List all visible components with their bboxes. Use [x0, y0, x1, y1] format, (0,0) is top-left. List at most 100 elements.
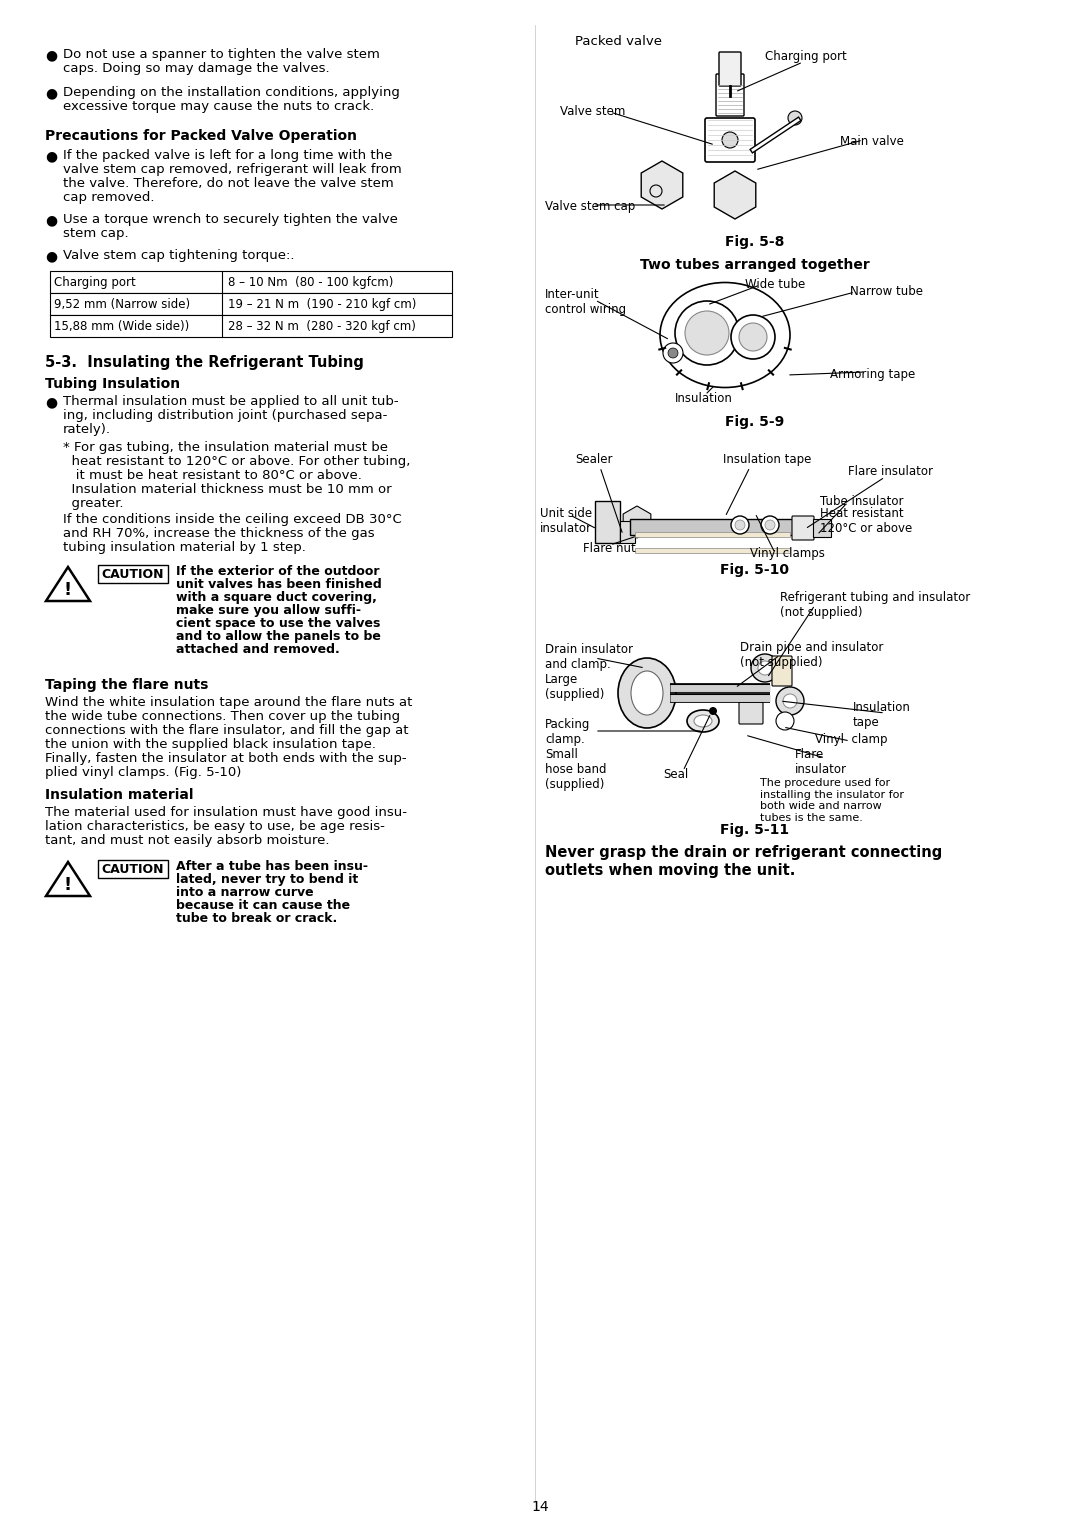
Circle shape: [765, 520, 775, 530]
FancyBboxPatch shape: [772, 656, 792, 686]
Text: Insulation
tape: Insulation tape: [853, 701, 910, 729]
Ellipse shape: [660, 283, 789, 388]
Bar: [813, 520, 831, 536]
Ellipse shape: [631, 671, 663, 715]
FancyBboxPatch shape: [719, 52, 741, 86]
Text: CAUTION: CAUTION: [102, 863, 164, 876]
Text: Sealer: Sealer: [575, 452, 612, 466]
Text: After a tube has been insu-: After a tube has been insu-: [176, 860, 368, 872]
Text: the union with the supplied black insulation tape.: the union with the supplied black insula…: [45, 738, 376, 750]
Text: greater.: greater.: [63, 497, 123, 510]
Circle shape: [723, 131, 738, 148]
Text: If the exterior of the outdoor: If the exterior of the outdoor: [176, 565, 379, 578]
Text: Vinyl  clamp: Vinyl clamp: [815, 733, 888, 746]
Text: Insulation material: Insulation material: [45, 788, 193, 802]
Text: make sure you allow suffi-: make sure you allow suffi-: [176, 604, 361, 617]
Ellipse shape: [687, 711, 719, 732]
Circle shape: [685, 312, 729, 354]
Text: excessive torque may cause the nuts to crack.: excessive torque may cause the nuts to c…: [63, 99, 375, 113]
Text: Thermal insulation must be applied to all unit tub-: Thermal insulation must be applied to al…: [63, 396, 399, 408]
Circle shape: [783, 694, 797, 707]
Text: ing, including distribution joint (purchased sepa-: ing, including distribution joint (purch…: [63, 410, 388, 422]
Text: the wide tube connections. Then cover up the tubing: the wide tube connections. Then cover up…: [45, 711, 400, 723]
Text: tube to break or crack.: tube to break or crack.: [176, 912, 337, 924]
Text: outlets when moving the unit.: outlets when moving the unit.: [545, 863, 795, 879]
Text: CAUTION: CAUTION: [102, 568, 164, 581]
Text: ●: ●: [45, 396, 57, 410]
Polygon shape: [714, 171, 756, 219]
Text: stem cap.: stem cap.: [63, 228, 129, 240]
Text: cap removed.: cap removed.: [63, 191, 154, 205]
Text: Precautions for Packed Valve Operation: Precautions for Packed Valve Operation: [45, 128, 357, 144]
Text: 8 – 10 Nm  (80 - 100 kgfcm): 8 – 10 Nm (80 - 100 kgfcm): [228, 277, 393, 289]
Text: Seal: Seal: [663, 769, 688, 781]
Text: valve stem cap removed, refrigerant will leak from: valve stem cap removed, refrigerant will…: [63, 163, 402, 176]
Bar: [635, 532, 789, 536]
Text: 19 – 21 N m  (190 - 210 kgf cm): 19 – 21 N m (190 - 210 kgf cm): [228, 298, 417, 312]
Text: Use a torque wrench to securely tighten the valve: Use a torque wrench to securely tighten …: [63, 212, 397, 226]
Text: If the packed valve is left for a long time with the: If the packed valve is left for a long t…: [63, 150, 392, 162]
Circle shape: [731, 315, 775, 359]
Text: Tubing Insulation: Tubing Insulation: [45, 377, 180, 391]
Text: Packing
clamp.
Small
hose band
(supplied): Packing clamp. Small hose band (supplied…: [545, 718, 607, 792]
FancyBboxPatch shape: [630, 520, 795, 535]
Circle shape: [788, 112, 802, 125]
Text: tubing insulation material by 1 step.: tubing insulation material by 1 step.: [63, 541, 306, 555]
Text: Charging port: Charging port: [765, 50, 847, 63]
Text: Charging port: Charging port: [54, 277, 136, 289]
Circle shape: [739, 322, 767, 351]
FancyBboxPatch shape: [716, 73, 744, 116]
Bar: [50, 315, 453, 338]
Text: and to allow the panels to be: and to allow the panels to be: [176, 630, 381, 643]
Text: !: !: [64, 876, 72, 894]
Text: Inter-unit
control wiring: Inter-unit control wiring: [545, 287, 626, 316]
Text: Valve stem cap: Valve stem cap: [545, 200, 635, 212]
Text: ●: ●: [45, 212, 57, 228]
Bar: [98, 565, 168, 584]
Text: Wind the white insulation tape around the flare nuts at: Wind the white insulation tape around th…: [45, 695, 413, 709]
Ellipse shape: [694, 715, 712, 727]
Text: Main valve: Main valve: [840, 134, 904, 148]
Bar: [98, 860, 168, 879]
Text: Packed valve: Packed valve: [575, 35, 662, 47]
Text: ●: ●: [45, 249, 57, 263]
Polygon shape: [623, 506, 651, 538]
Text: caps. Doing so may damage the valves.: caps. Doing so may damage the valves.: [63, 63, 329, 75]
Text: 9,52 mm (Narrow side): 9,52 mm (Narrow side): [54, 298, 190, 312]
FancyBboxPatch shape: [705, 118, 755, 162]
Text: Two tubes arranged together: Two tubes arranged together: [640, 258, 869, 272]
Text: Flare
insulator: Flare insulator: [795, 749, 847, 776]
Text: Wide tube: Wide tube: [745, 278, 806, 290]
Text: !: !: [64, 581, 72, 599]
Text: attached and removed.: attached and removed.: [176, 643, 340, 656]
Circle shape: [761, 516, 779, 533]
Text: Vinyl clamps: Vinyl clamps: [750, 547, 825, 559]
Text: Depending on the installation conditions, applying: Depending on the installation conditions…: [63, 86, 400, 99]
Text: Tube insulator: Tube insulator: [820, 495, 904, 507]
Text: the valve. Therefore, do not leave the valve stem: the valve. Therefore, do not leave the v…: [63, 177, 394, 189]
Text: Taping the flare nuts: Taping the flare nuts: [45, 678, 208, 692]
Text: Valve stem: Valve stem: [561, 105, 625, 118]
Text: The procedure used for
installing the insulator for
both wide and narrow
tubes i: The procedure used for installing the in…: [760, 778, 904, 822]
Text: rately).: rately).: [63, 423, 111, 435]
Circle shape: [708, 707, 717, 715]
Text: Valve stem cap tightening torque:.: Valve stem cap tightening torque:.: [63, 249, 295, 261]
Text: connections with the flare insulator, and fill the gap at: connections with the flare insulator, an…: [45, 724, 408, 736]
Circle shape: [758, 662, 772, 675]
Bar: [50, 293, 453, 315]
Text: Insulation tape: Insulation tape: [723, 452, 811, 466]
Text: ●: ●: [45, 150, 57, 163]
Text: with a square duct covering,: with a square duct covering,: [176, 591, 377, 604]
Text: Insulation material thickness must be 10 mm or: Insulation material thickness must be 10…: [63, 483, 392, 497]
Text: Do not use a spanner to tighten the valve stem: Do not use a spanner to tighten the valv…: [63, 47, 380, 61]
Text: Finally, fasten the insulator at both ends with the sup-: Finally, fasten the insulator at both en…: [45, 752, 407, 766]
Bar: [635, 549, 789, 553]
Circle shape: [675, 301, 739, 365]
Text: cient space to use the valves: cient space to use the valves: [176, 617, 380, 630]
Text: 14: 14: [531, 1500, 549, 1514]
Text: lation characteristics, be easy to use, be age resis-: lation characteristics, be easy to use, …: [45, 821, 384, 833]
Circle shape: [669, 348, 678, 358]
Text: Narrow tube: Narrow tube: [850, 286, 923, 298]
Text: Flare insulator: Flare insulator: [848, 465, 933, 478]
Circle shape: [663, 342, 683, 364]
